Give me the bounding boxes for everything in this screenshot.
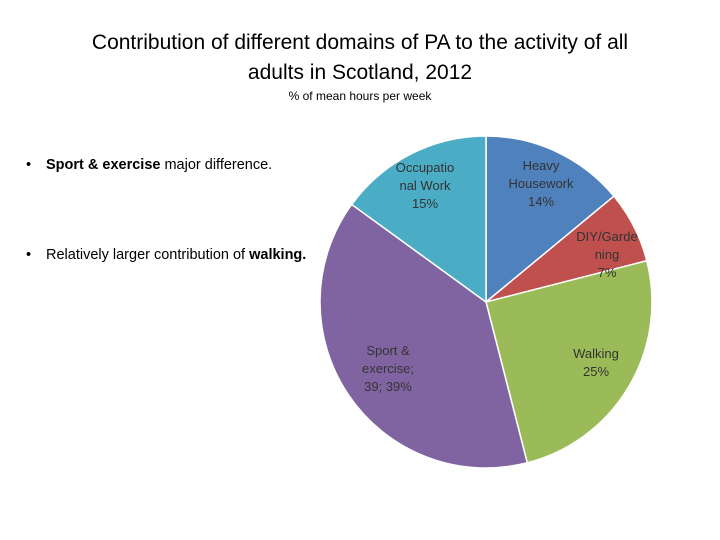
pie-slice [485,135,615,304]
slice-label: Occupatio nal Work [396,160,455,193]
value-label: 14% [528,194,554,209]
bullet: Relatively larger contribution of walkin… [26,245,316,265]
slice-label: DIY/Garde ning [576,229,637,262]
chart-title: Contribution of different domains of PA … [91,31,629,84]
slice-label: Heavy Housework [508,158,574,191]
value-label: 7% [598,265,617,280]
slice-label: Sport & exercise; [362,343,414,376]
pie-slice [350,135,487,304]
value-label: 25% [583,364,609,379]
value-label: 15% [412,196,438,211]
pie-slice [319,203,529,469]
bullet: Sport & exercise major difference. [26,155,316,175]
slice-label: Walking [573,346,619,361]
bullet-text: major difference. [160,157,273,173]
bullet-text: Relatively larger contribution of [46,247,250,263]
chart-subtitle: % of mean hours per week [288,89,432,103]
value-label: 39; 39% [364,379,412,394]
pie-slice [485,259,653,464]
bullet-text: Sport & exercise [46,157,161,173]
bullet-text: walking. [249,247,307,263]
